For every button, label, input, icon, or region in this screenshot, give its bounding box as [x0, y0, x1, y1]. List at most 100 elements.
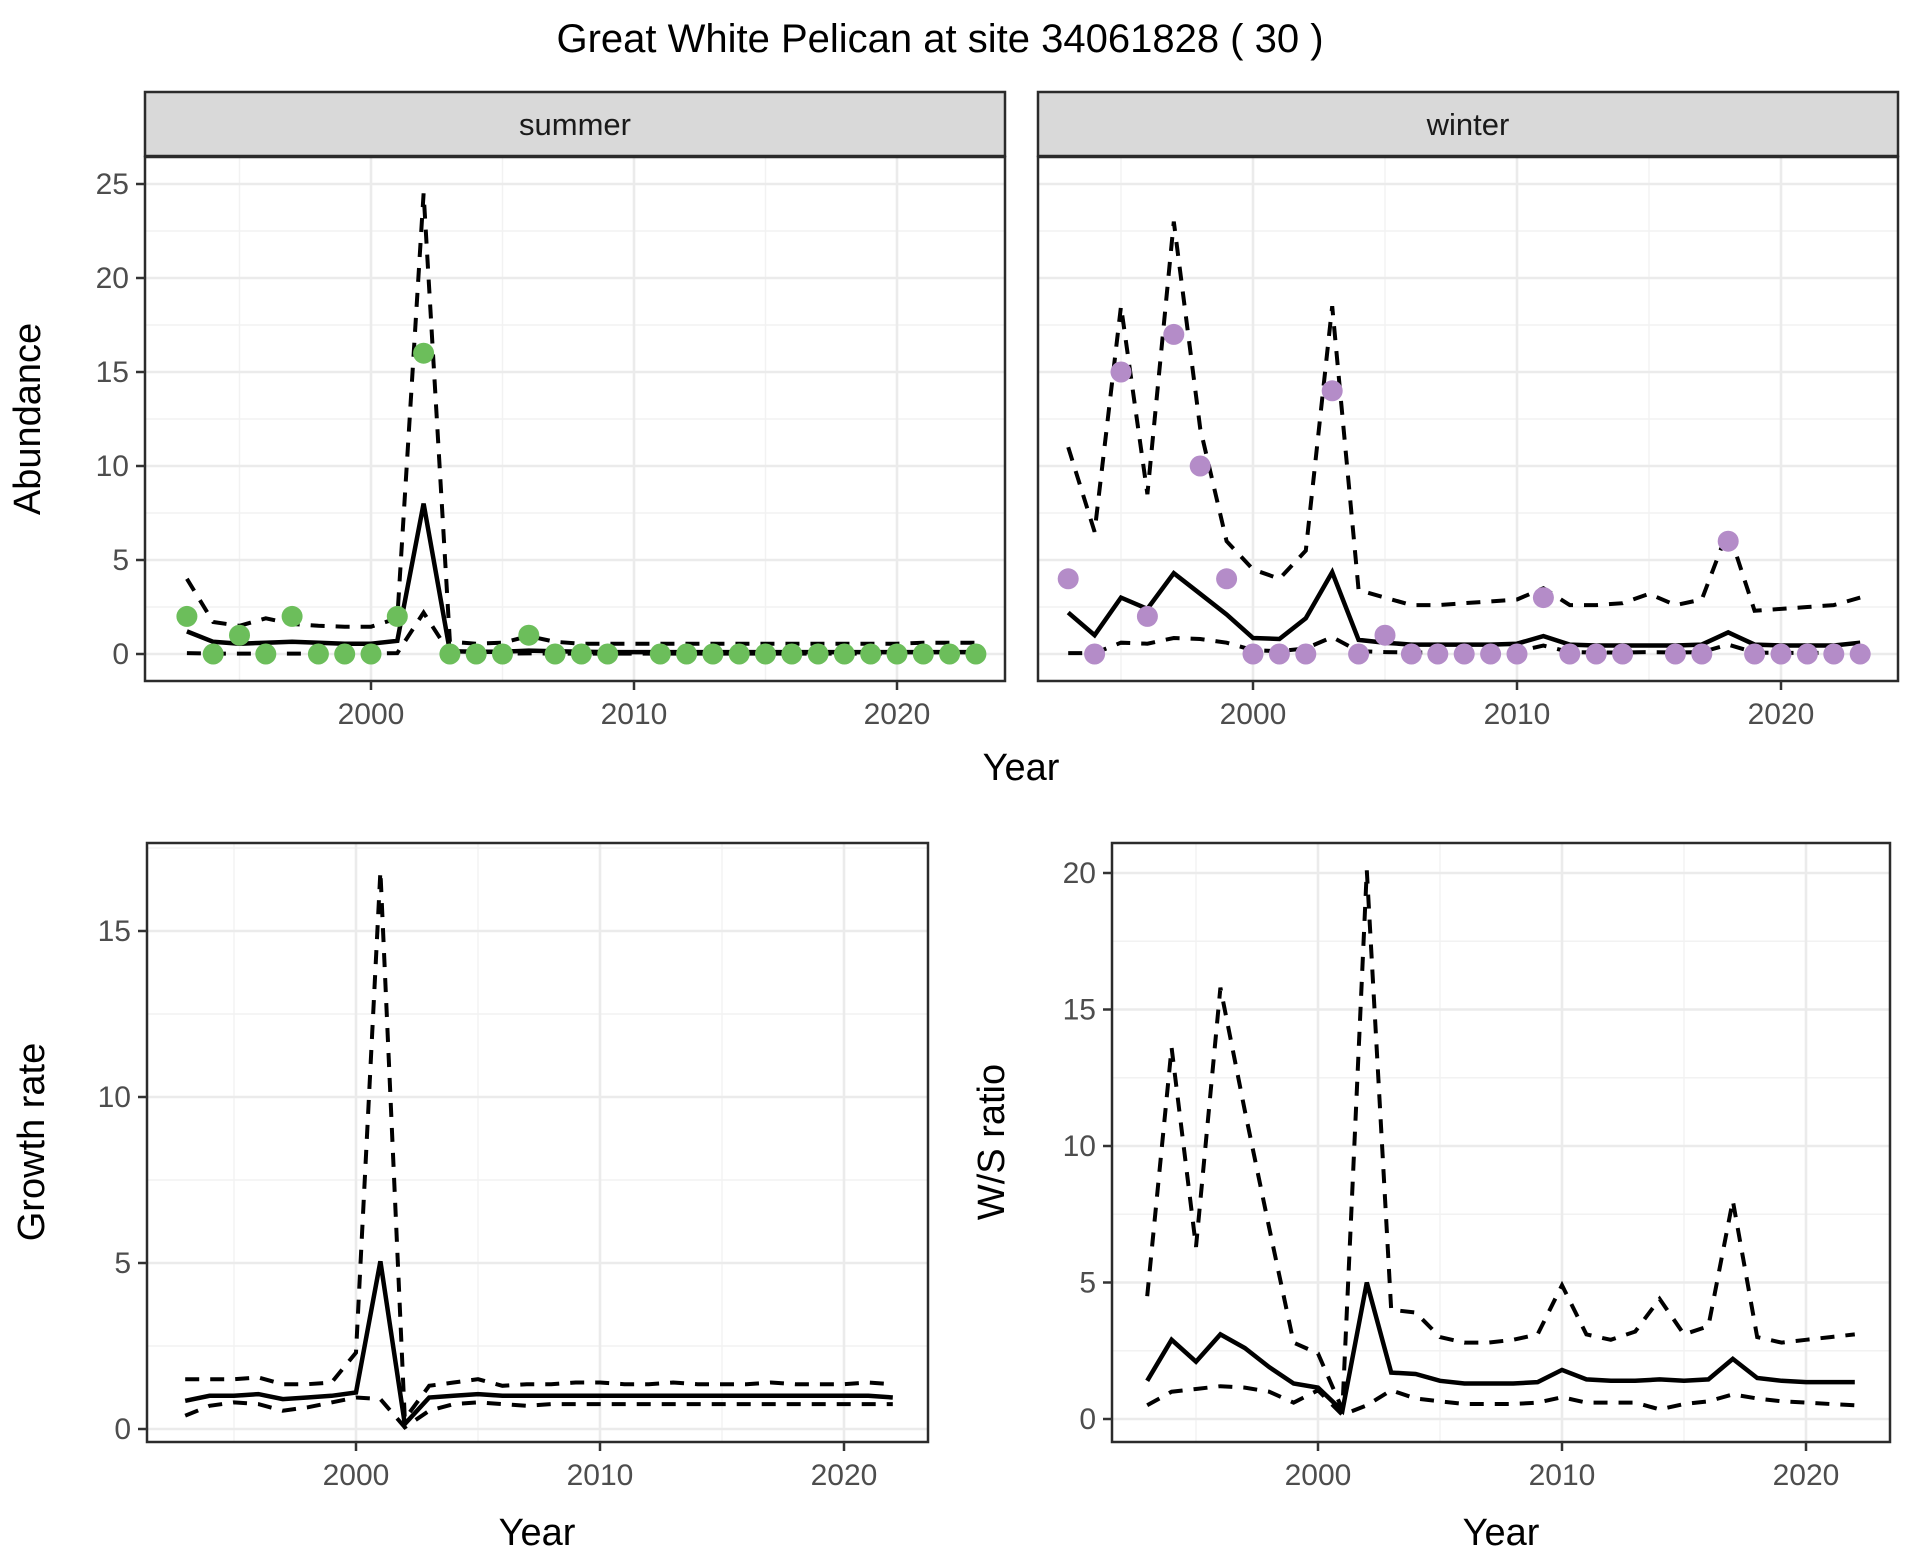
data-point — [676, 643, 698, 665]
x-tick-label: 2010 — [567, 1459, 634, 1492]
observed-points — [176, 342, 987, 665]
y-tick-label: 15 — [96, 356, 129, 389]
y-tick-label: 10 — [96, 450, 129, 483]
x-tick-label: 2020 — [864, 698, 931, 731]
data-point — [1744, 643, 1766, 665]
data-point — [1717, 530, 1739, 552]
data-point — [1163, 323, 1185, 345]
data-point — [1268, 643, 1290, 665]
data-point — [1664, 643, 1686, 665]
data-point — [518, 624, 540, 646]
ws-ratio-y-axis-title: W/S ratio — [971, 1064, 1013, 1220]
y-axis-ticks: 0 5 10 15 20 — [1063, 857, 1112, 1436]
x-tick-label: 2010 — [1484, 698, 1551, 731]
data-point — [413, 342, 435, 364]
data-point — [649, 643, 671, 665]
data-point — [965, 643, 987, 665]
y-tick-label: 0 — [114, 1413, 131, 1446]
y-tick-label: 15 — [1063, 994, 1096, 1027]
facet-strip-summer-label: summer — [519, 107, 631, 142]
panel-border — [1036, 155, 1900, 683]
data-point — [1348, 643, 1370, 665]
x-axis-ticks: 2000 2010 2020 — [1220, 681, 1815, 731]
y-tick-label: 0 — [112, 638, 129, 671]
y-tick-label: 15 — [98, 915, 131, 948]
data-point — [860, 643, 882, 665]
data-point — [229, 624, 250, 646]
facet-strip-winter — [1036, 90, 1900, 158]
data-point — [1427, 643, 1449, 665]
data-point — [833, 643, 855, 665]
ci-lower-line — [184, 1395, 893, 1430]
panel-border — [1110, 841, 1892, 1444]
data-point — [281, 605, 303, 627]
x-axis-ticks: 2000 2010 2020 — [323, 1442, 878, 1492]
data-point — [1453, 643, 1475, 665]
top-x-axis-title: Year — [983, 747, 1060, 789]
data-point — [570, 643, 592, 665]
ci-lower-line — [1146, 1384, 1855, 1418]
data-point — [1084, 643, 1106, 665]
data-point — [1110, 361, 1132, 383]
ci-upper-line — [1145, 870, 1856, 1411]
grid-minor — [1112, 843, 1890, 1442]
data-point — [755, 643, 776, 665]
grid-major — [147, 843, 928, 1442]
data-point — [1506, 643, 1528, 665]
winter-abundance-panel: 2000 2010 2020 — [1036, 155, 1900, 731]
data-point — [544, 643, 566, 665]
panel-background — [1112, 843, 1890, 1442]
data-point — [1796, 643, 1818, 665]
data-point — [939, 643, 961, 665]
data-point — [1823, 643, 1845, 665]
data-point — [360, 643, 382, 665]
data-point — [912, 643, 934, 665]
data-point — [1189, 455, 1211, 477]
data-point — [492, 643, 513, 665]
data-point — [1849, 643, 1871, 665]
data-point — [1295, 643, 1317, 665]
growth-rate-panel: 2000 2010 2020 0 5 10 15 — [98, 841, 930, 1492]
x-axis-ticks: 2000 2010 2020 — [1285, 1442, 1840, 1492]
data-point — [1374, 624, 1396, 646]
data-point — [176, 605, 198, 627]
ci-upper-line — [185, 871, 893, 1425]
data-point — [386, 605, 408, 627]
y-tick-label: 25 — [96, 168, 129, 201]
data-point — [1400, 643, 1422, 665]
x-tick-label: 2020 — [811, 1459, 878, 1492]
data-point — [1532, 587, 1554, 609]
y-tick-label: 10 — [1063, 1130, 1096, 1163]
data-point — [1321, 380, 1343, 402]
data-point — [1585, 643, 1607, 665]
data-point — [597, 643, 619, 665]
y-tick-label: 5 — [114, 1247, 131, 1280]
x-tick-label: 2020 — [1748, 698, 1815, 731]
data-point — [728, 643, 750, 665]
y-tick-label: 20 — [96, 262, 129, 295]
data-point — [1559, 643, 1581, 665]
x-tick-label: 2020 — [1773, 1459, 1840, 1492]
data-point — [1612, 643, 1634, 665]
x-tick-label: 2010 — [601, 698, 668, 731]
data-point — [807, 643, 829, 665]
data-point — [1216, 568, 1238, 590]
data-point — [1770, 643, 1792, 665]
data-point — [307, 643, 329, 665]
x-tick-label: 2000 — [1285, 1459, 1352, 1492]
y-tick-label: 0 — [1079, 1403, 1096, 1436]
data-point — [1691, 643, 1713, 665]
ws-ratio-x-axis-title: Year — [1463, 1512, 1540, 1554]
summer-abundance-panel: 2000 2010 2020 0 5 10 15 20 25 — [96, 155, 1007, 731]
facet-strip-summer — [143, 90, 1007, 158]
fit-line — [184, 1260, 893, 1429]
x-axis-ticks: 2000 2010 2020 — [338, 681, 931, 731]
panel-border — [143, 155, 1007, 683]
y-axis-ticks: 0 5 10 15 20 25 — [96, 168, 145, 671]
y-tick-label: 20 — [1063, 857, 1096, 890]
observed-points — [1057, 323, 1871, 665]
x-tick-label: 2000 — [323, 1459, 390, 1492]
data-point — [781, 643, 803, 665]
